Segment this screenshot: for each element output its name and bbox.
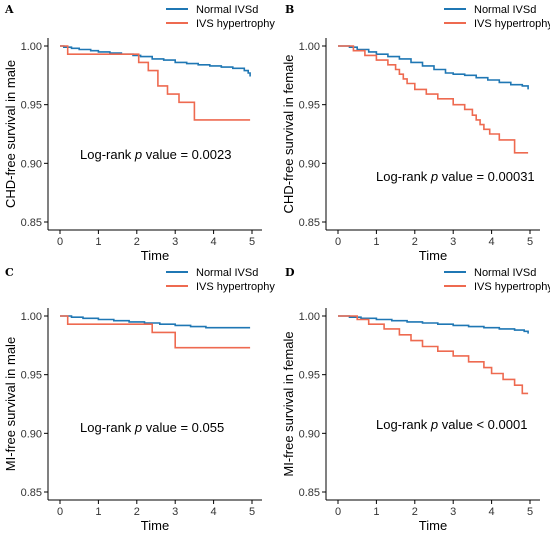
- x-axis-title: Time: [419, 248, 447, 263]
- x-tick-label: 1: [95, 506, 101, 518]
- log-rank-annotation: Log-rank p value < 0.0001: [376, 417, 527, 432]
- y-tick-label: 0.90: [299, 158, 320, 170]
- panel-c: C 0 1 2 3 4 5 0.85 0.90 0.95 1.00 Time MI-free survi…: [3, 266, 275, 533]
- x-tick-label: 0: [335, 506, 341, 518]
- legend-label: Normal IVSd: [474, 4, 536, 16]
- legend-label: Normal IVSd: [474, 267, 536, 279]
- y-tick-label: 1.00: [21, 41, 42, 53]
- y-tick-label: 0.95: [299, 100, 320, 112]
- x-tick-label: 4: [489, 236, 495, 248]
- x-axis-title: Time: [141, 518, 169, 533]
- y-tick-label: 0.85: [299, 487, 320, 499]
- panel-letter: B: [285, 3, 294, 16]
- legend-label: Normal IVSd: [196, 267, 258, 279]
- x-axis-title: Time: [419, 518, 447, 533]
- series-line-normal-ivsd: [338, 45, 529, 90]
- y-tick-label: 0.95: [299, 370, 320, 382]
- legend-label: IVS hypertrophy: [474, 281, 550, 293]
- y-tick-label: 1.00: [299, 41, 320, 53]
- legend-label: IVS hypertrophy: [196, 18, 275, 30]
- x-tick-label: 2: [134, 506, 140, 518]
- panel-a: A 0 1 2 3 4 5 0.85 0.90 0.95 1.00 Time CHD-free surv…: [3, 3, 275, 263]
- series-line-ivs-hypertrophy: [60, 315, 251, 349]
- panel-letter: A: [4, 3, 14, 16]
- y-tick-label: 0.95: [21, 100, 42, 112]
- y-tick-label: 1.00: [21, 311, 42, 323]
- x-tick-label: 1: [95, 236, 101, 248]
- series-line-ivs-hypertrophy: [60, 45, 251, 121]
- y-tick-label: 0.95: [21, 370, 42, 382]
- log-rank-annotation: Log-rank p value = 0.0023: [80, 147, 231, 162]
- panel-letter: D: [285, 266, 295, 279]
- series-line-ivs-hypertrophy: [338, 315, 529, 395]
- y-tick-label: 0.85: [21, 487, 42, 499]
- y-axis-title: MI-free survival in male: [3, 337, 18, 471]
- legend-label: IVS hypertrophy: [474, 18, 550, 30]
- panel-b: B 0 1 2 3 4 5 0.85 0.90 0.95 1.00 Time CHD-free surv…: [281, 3, 550, 263]
- x-tick-label: 5: [527, 236, 533, 248]
- x-tick-label: 3: [172, 236, 178, 248]
- x-tick-label: 0: [57, 236, 63, 248]
- x-tick-label: 4: [211, 236, 217, 248]
- series-line-normal-ivsd: [338, 315, 529, 334]
- x-tick-label: 1: [373, 506, 379, 518]
- y-tick-label: 0.85: [21, 217, 42, 229]
- x-tick-label: 4: [489, 506, 495, 518]
- x-tick-label: 0: [335, 236, 341, 248]
- panel-letter: C: [5, 266, 14, 279]
- x-axis-title: Time: [141, 248, 169, 263]
- y-tick-label: 1.00: [299, 311, 320, 323]
- x-tick-label: 4: [211, 506, 217, 518]
- x-tick-label: 5: [249, 236, 255, 248]
- series-line-normal-ivsd: [60, 45, 251, 77]
- series-line-normal-ivsd: [60, 315, 251, 329]
- y-tick-label: 0.90: [21, 428, 42, 440]
- x-tick-label: 0: [57, 506, 63, 518]
- legend-label: IVS hypertrophy: [196, 281, 275, 293]
- panel-d: D 0 1 2 3 4 5 0.85 0.90 0.95 1.00 Time MI-free survi…: [281, 266, 550, 533]
- y-axis-title: CHD-free survival in female: [281, 55, 296, 214]
- log-rank-annotation: Log-rank p value = 0.00031: [376, 169, 535, 184]
- y-tick-label: 0.90: [299, 428, 320, 440]
- x-tick-label: 2: [412, 236, 418, 248]
- x-tick-label: 1: [373, 236, 379, 248]
- log-rank-annotation: Log-rank p value = 0.055: [80, 420, 224, 435]
- x-tick-label: 2: [412, 506, 418, 518]
- x-tick-label: 5: [527, 506, 533, 518]
- x-tick-label: 5: [249, 506, 255, 518]
- y-axis-title: MI-free survival in female: [281, 331, 296, 476]
- y-axis-title: CHD-free survival in male: [3, 60, 18, 208]
- x-tick-label: 3: [172, 506, 178, 518]
- legend-label: Normal IVSd: [196, 4, 258, 16]
- y-tick-label: 0.85: [299, 217, 320, 229]
- x-tick-label: 3: [450, 506, 456, 518]
- y-tick-label: 0.90: [21, 158, 42, 170]
- series-line-ivs-hypertrophy: [338, 45, 529, 154]
- x-tick-label: 2: [134, 236, 140, 248]
- x-tick-label: 3: [450, 236, 456, 248]
